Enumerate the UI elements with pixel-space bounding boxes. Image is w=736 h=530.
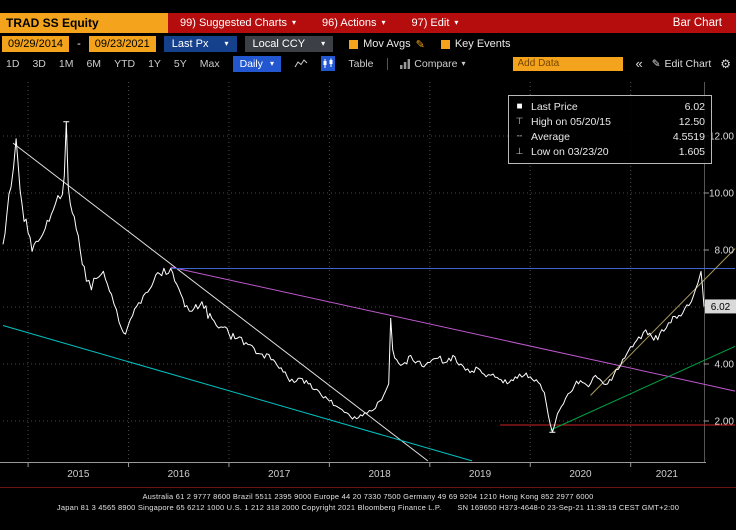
settings-gear-icon[interactable]: ⚙ [720, 56, 731, 71]
period-button-5y[interactable]: 5Y [173, 57, 187, 70]
frequency-label: Daily [239, 57, 263, 70]
frequency-select[interactable]: Daily ▾ [232, 55, 281, 72]
footer-contacts: Japan 81 3 4565 8900 Singapore 65 6212 1… [56, 503, 442, 512]
mov-avgs-label: Mov Avgs [363, 38, 411, 50]
key-events-checkbox[interactable]: Key Events [440, 38, 511, 50]
legend-label: Average [531, 130, 570, 143]
legend-label: Last Price [531, 100, 578, 113]
period-button-max[interactable]: Max [199, 57, 220, 70]
currency-label: Local CCY [252, 38, 306, 50]
chart-settings-bar: 09/29/2014 - 09/23/2021 Last Px ▾ Local … [2, 35, 736, 53]
svg-text:2019: 2019 [469, 469, 492, 480]
period-button-1y[interactable]: 1Y [148, 57, 161, 70]
legend-row-low: ⊥ Low on 03/23/20 1.605 [514, 144, 705, 159]
price-field-select[interactable]: Last Px ▾ [163, 36, 237, 52]
chevron-down-icon: ▾ [381, 18, 386, 27]
pencil-icon: ✎ [651, 57, 661, 70]
chevron-down-icon: ▾ [269, 58, 274, 68]
svg-text:6.02: 6.02 [711, 302, 731, 313]
svg-text:2015: 2015 [67, 469, 90, 480]
price-field-label: Last Px [171, 38, 209, 50]
candlestick-chart-icon[interactable] [321, 56, 336, 71]
menu-bar: TRAD SS Equity 99) Suggested Charts ▾ 96… [0, 13, 736, 33]
average-marker-icon: ╌ [516, 131, 523, 141]
footer-serial: SN 169650 H373-4648-0 23-Sep-21 11:39:19… [457, 503, 680, 512]
table-button[interactable]: Table [348, 57, 374, 70]
legend-row-average: ╌ Average 4.5519 [514, 129, 705, 144]
menu-suggested-charts[interactable]: 99) Suggested Charts ▾ [180, 17, 296, 29]
security-ticker-field[interactable]: TRAD SS Equity [0, 13, 168, 33]
low-marker-icon: ⊥ [515, 146, 524, 156]
menu-edit[interactable]: 97) Edit ▾ [411, 17, 458, 29]
terminal-footer: Australia 61 2 9777 8600 Brazil 5511 239… [0, 487, 736, 530]
date-range-separator: - [77, 38, 81, 50]
chevron-down-icon: ▾ [292, 18, 297, 27]
chart-toolbar: 1D 3D 1M 6M YTD 1Y 5Y Max Daily ▾ Table … [6, 55, 731, 72]
svg-text:12.00: 12.00 [709, 132, 734, 143]
svg-text:10.00: 10.00 [709, 189, 734, 200]
menu-actions[interactable]: 96) Actions ▾ [322, 17, 385, 29]
period-button-3d[interactable]: 3D [32, 57, 46, 70]
period-button-ytd[interactable]: YTD [114, 57, 136, 70]
menu-label: 96) Actions [322, 17, 377, 29]
chevron-down-icon: ▾ [224, 39, 229, 48]
compare-bars-icon [400, 58, 411, 69]
footer-contact-line2: Japan 81 3 4565 8900 Singapore 65 6212 1… [0, 503, 736, 512]
edit-chart-button[interactable]: ✎ Edit Chart [652, 58, 712, 70]
chevron-down-icon: ▾ [461, 58, 466, 68]
svg-text:2016: 2016 [168, 469, 191, 480]
legend-row-high: ⊤ High on 05/20/15 12.50 [514, 114, 705, 129]
compare-label: Compare [414, 57, 458, 70]
add-data-input[interactable] [512, 56, 623, 71]
start-date-field[interactable]: 09/29/2014 [2, 36, 70, 52]
period-button-6m[interactable]: 6M [86, 57, 102, 70]
svg-text:2.00: 2.00 [715, 417, 735, 428]
svg-text:4.00: 4.00 [715, 360, 735, 371]
mov-avgs-checkbox[interactable]: Mov Avgs ✎ [349, 38, 425, 51]
legend-value: 4.5519 [672, 130, 705, 143]
svg-text:2020: 2020 [569, 469, 592, 480]
currency-select[interactable]: Local CCY ▾ [244, 36, 334, 52]
toolbar-divider [386, 57, 388, 70]
period-button-1m[interactable]: 1M [58, 57, 74, 70]
collapse-panel-icon[interactable]: « [635, 56, 643, 71]
chevron-down-icon: ▾ [321, 39, 326, 48]
compare-button[interactable]: Compare ▾ [400, 57, 466, 70]
period-button-1d[interactable]: 1D [6, 57, 20, 70]
legend-value: 1.605 [678, 145, 705, 158]
menu-label: 99) Suggested Charts [180, 17, 288, 29]
pencil-icon[interactable]: ✎ [415, 38, 425, 51]
legend-value: 6.02 [684, 100, 705, 113]
svg-text:2017: 2017 [268, 469, 291, 480]
last-price-marker-icon: ■ [516, 101, 523, 112]
legend-label: Low on 03/23/20 [531, 145, 609, 158]
menu-label: 97) Edit [411, 17, 450, 29]
key-events-label: Key Events [454, 38, 511, 50]
svg-text:2021: 2021 [656, 469, 679, 480]
price-chart-canvas[interactable]: 2015 2016 2017 2018 2019 2020 2021 12.00 10.00 8.… [0, 74, 736, 490]
legend-label: High on 05/20/15 [531, 115, 611, 128]
line-chart-icon[interactable] [294, 56, 308, 71]
end-date-field[interactable]: 09/23/2021 [88, 36, 156, 52]
toolbar-right-cluster: « ✎ Edit Chart ⚙ [636, 57, 732, 70]
checkbox-icon[interactable] [440, 39, 450, 49]
edit-chart-label: Edit Chart [664, 57, 712, 70]
price-chart[interactable]: 2015 2016 2017 2018 2019 2020 2021 12.00 10.00 8.… [0, 74, 736, 490]
chart-menu-strip: 99) Suggested Charts ▾ 96) Actions ▾ 97)… [168, 13, 736, 33]
chart-type-title: Bar Chart [672, 17, 722, 29]
chart-legend[interactable]: ■ Last Price 6.02 ⊤ High on 05/20/15 12.… [508, 95, 712, 164]
footer-separator [0, 487, 736, 488]
svg-text:8.00: 8.00 [715, 246, 735, 257]
checkbox-icon[interactable] [349, 39, 359, 49]
footer-contact-line1: Australia 61 2 9777 8600 Brazil 5511 239… [142, 492, 594, 501]
legend-value: 12.50 [678, 115, 705, 128]
legend-row-last-price: ■ Last Price 6.02 [514, 99, 705, 114]
svg-text:2018: 2018 [368, 469, 391, 480]
chevron-down-icon: ▾ [454, 18, 459, 27]
high-marker-icon: ⊤ [515, 116, 524, 126]
